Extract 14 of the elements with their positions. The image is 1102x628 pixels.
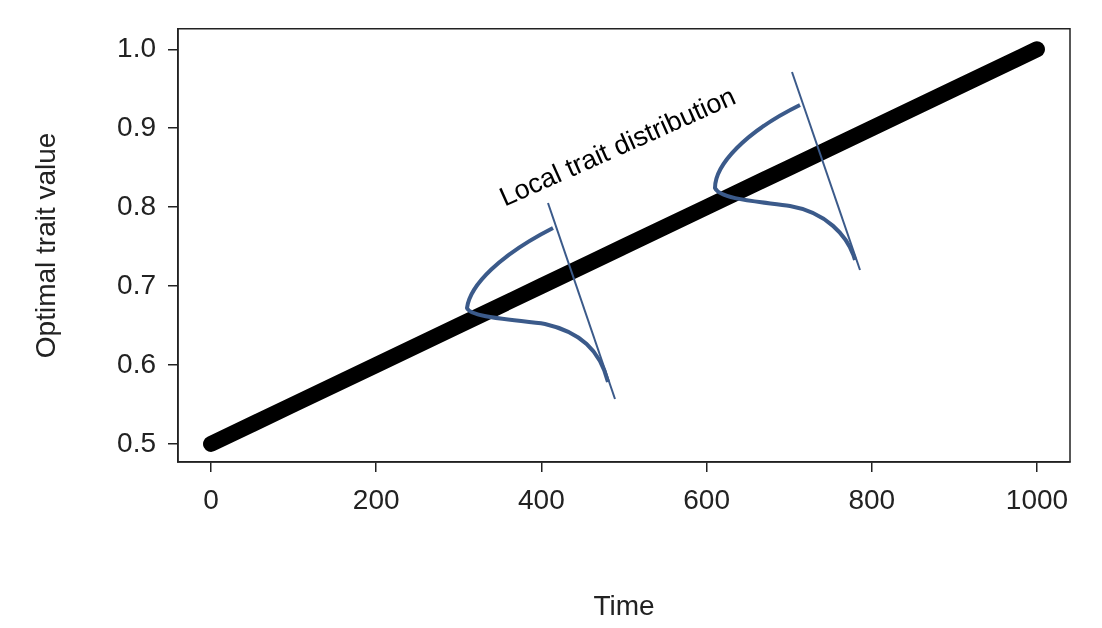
x-tick-label: 800 [848, 483, 896, 515]
y-tick-label: 0.5 [117, 426, 156, 458]
y-axis-title: Optimal trait value [29, 132, 61, 359]
x-tick-label: 1000 [1005, 483, 1069, 515]
y-tick-label: 0.7 [117, 268, 156, 300]
y-tick-label: 1.0 [117, 32, 156, 64]
x-tick-label: 200 [352, 483, 400, 515]
x-axis-title: Time [593, 589, 655, 621]
x-tick-label: 600 [683, 483, 730, 515]
x-tick-label: 400 [518, 483, 565, 515]
x-tick-label: 0 [203, 483, 219, 515]
y-tick-label: 0.9 [117, 110, 156, 142]
y-tick-label: 0.6 [117, 347, 156, 379]
y-tick-label: 0.8 [117, 189, 156, 221]
